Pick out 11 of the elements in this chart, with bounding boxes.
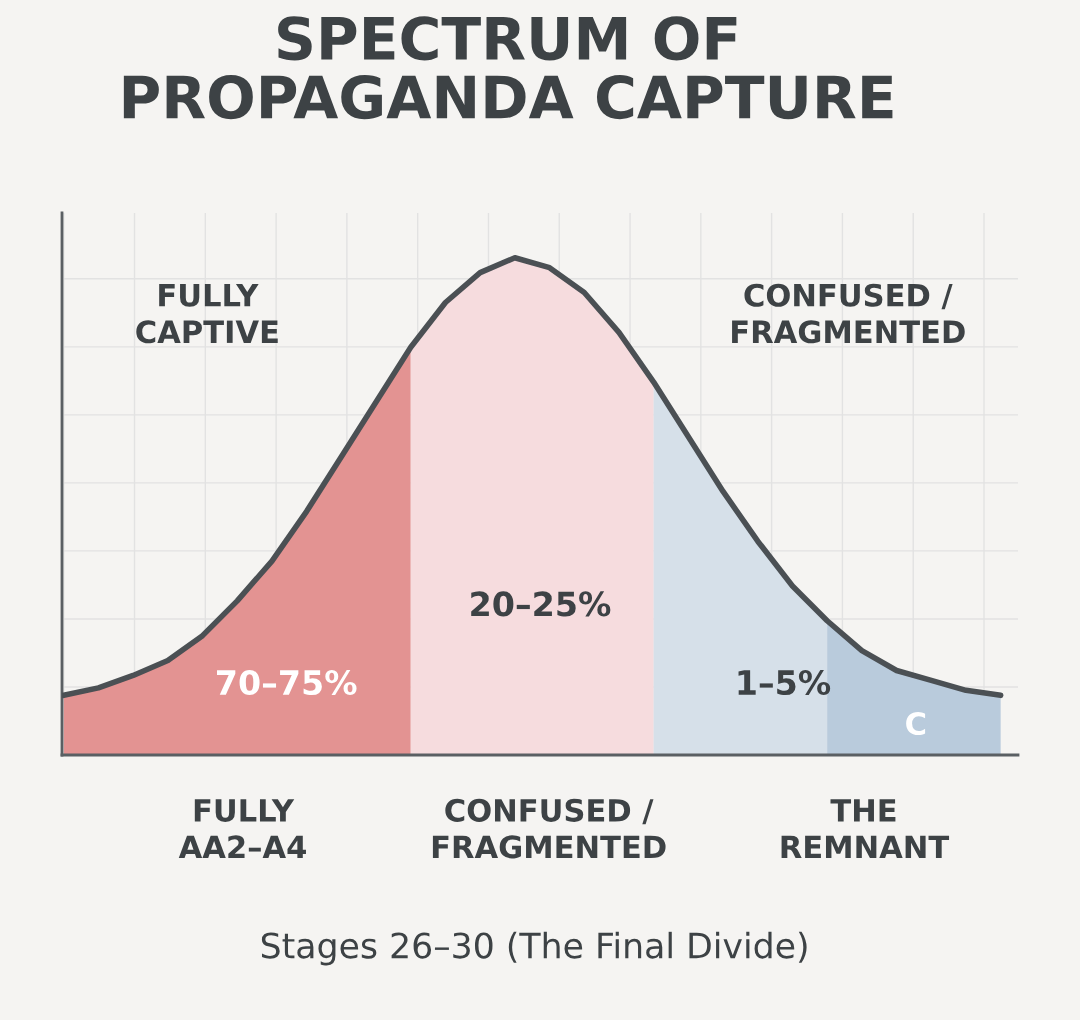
annotation: CONFUSED / FRAGMENTED xyxy=(732,283,965,344)
text: CONFUSED / FRAGMENTED xyxy=(432,798,666,859)
chart-title: SPECTRUM OF PROPAGANDA CAPTURE xyxy=(123,16,893,120)
text: THE REMNANT xyxy=(781,799,950,858)
text: FULLY AA2–A4 xyxy=(178,799,306,858)
text: Stages 26–30 (The Final Divide) xyxy=(261,931,807,966)
annotation: 20–25% xyxy=(471,591,611,617)
annotation: 70–75% xyxy=(217,669,357,696)
annotation: C xyxy=(906,711,926,736)
annotation: 1–5% xyxy=(738,669,831,696)
annotation: FULLY CAPTIVE xyxy=(136,284,278,344)
